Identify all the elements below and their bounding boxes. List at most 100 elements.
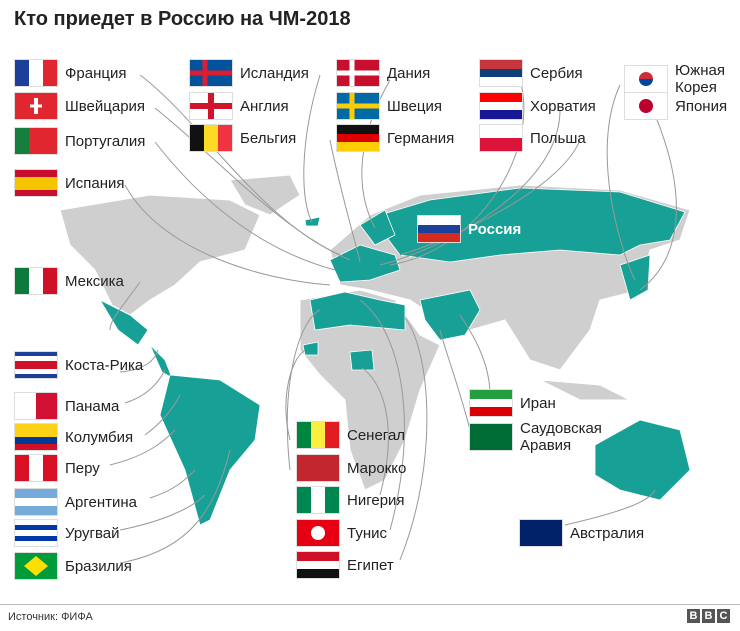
- team-label: Панама: [65, 397, 120, 415]
- team-label: Колумбия: [65, 428, 134, 446]
- team-item: Перу: [15, 455, 100, 481]
- europe-teams: [329, 244, 401, 283]
- flag-icon: [297, 455, 339, 481]
- leader-lines: [109, 74, 677, 564]
- senegal: [302, 341, 319, 356]
- flag-icon: [625, 66, 667, 92]
- flag-icon: [15, 352, 57, 378]
- team-item: Иран: [470, 390, 556, 416]
- flag-emblem-icon: [639, 99, 653, 113]
- indonesia: [539, 379, 631, 401]
- nordic-cross-icon: [337, 93, 379, 119]
- mexico: [98, 299, 149, 346]
- australia: [594, 419, 691, 501]
- team-item: Япония: [625, 93, 727, 119]
- team-item: Сенегал: [297, 422, 405, 448]
- team-label: Исландия: [240, 64, 309, 82]
- flag-icon: [15, 393, 57, 419]
- team-label: Дания: [387, 64, 431, 82]
- team-item: Саудовская Аравия: [470, 420, 610, 454]
- team-label: Франция: [65, 64, 127, 82]
- south-america: [159, 374, 261, 526]
- flag-icon: [15, 268, 57, 294]
- team-item: Уругвай: [15, 520, 120, 546]
- flag-icon: [470, 390, 512, 416]
- flag-icon: [15, 170, 57, 196]
- flag-icon: [480, 93, 522, 119]
- team-label: Хорватия: [530, 97, 596, 115]
- nordic-cross-icon: [337, 60, 379, 86]
- team-label: Марокко: [347, 459, 407, 477]
- flag-icon: [337, 125, 379, 151]
- team-label: Япония: [675, 97, 728, 115]
- team-item: Хорватия: [480, 93, 596, 119]
- north-africa: [309, 291, 406, 331]
- team-label: Сенегал: [347, 426, 406, 444]
- flag-emblem-icon: [311, 526, 325, 540]
- team-label: Германия: [387, 129, 455, 147]
- team-label: Англия: [240, 97, 289, 115]
- flag-icon: [297, 487, 339, 513]
- team-item: Сербия: [480, 60, 583, 86]
- flag-icon: [625, 93, 667, 119]
- team-label: Испания: [65, 174, 125, 192]
- host-russia: Россия: [418, 216, 521, 242]
- flag-icon: [337, 93, 379, 119]
- team-item: Португалия: [15, 128, 145, 154]
- flag-icon: [15, 93, 57, 119]
- team-item: Швеция: [337, 93, 442, 119]
- team-item: Бельгия: [190, 125, 296, 151]
- team-item: Коста-Рика: [15, 352, 143, 378]
- team-item: Исландия: [190, 60, 309, 86]
- central-america: [149, 344, 173, 379]
- team-label: Южная Корея: [675, 62, 725, 96]
- team-item: Нигерия: [297, 487, 405, 513]
- team-label: Польша: [530, 129, 586, 147]
- flag-icon: [297, 520, 339, 546]
- team-label: Коста-Рика: [65, 356, 144, 374]
- team-item: Египет: [297, 552, 394, 578]
- team-label: Сербия: [530, 64, 583, 82]
- flag-icon: [15, 520, 57, 546]
- iceland: [304, 216, 321, 227]
- footer-divider: [0, 604, 740, 605]
- flag-icon: [15, 128, 57, 154]
- team-item: Южная Корея: [625, 62, 740, 96]
- team-label: Саудовская Аравия: [520, 420, 602, 454]
- team-item: Испания: [15, 170, 125, 196]
- flag-emblem-icon: [639, 72, 653, 86]
- cross-icon: [30, 98, 42, 114]
- bbc-logo-letter: B: [702, 609, 715, 623]
- flag-icon: [15, 424, 57, 450]
- north-america: [59, 194, 261, 316]
- team-label: Бельгия: [240, 129, 297, 147]
- flag-icon: [190, 125, 232, 151]
- team-label: Нигерия: [347, 491, 405, 509]
- team-item: Дания: [337, 60, 430, 86]
- team-item: Аргентина: [15, 489, 137, 515]
- flag-icon: [15, 60, 57, 86]
- cross-icon: [190, 93, 232, 119]
- team-item: Австралия: [520, 520, 644, 546]
- nordic-cross-icon: [190, 60, 232, 86]
- team-item: Тунис: [297, 520, 387, 546]
- flag-icon: [480, 60, 522, 86]
- team-label: Португалия: [65, 132, 146, 150]
- team-label: Египет: [347, 556, 394, 574]
- middle-east: [419, 289, 481, 341]
- scandinavia: [359, 209, 396, 246]
- page-title: Кто приедет в Россию на ЧМ-2018: [14, 8, 351, 30]
- team-label: Мексика: [65, 272, 124, 290]
- team-label: Швейцария: [65, 97, 146, 115]
- flag-icon: [15, 489, 57, 515]
- source-text: Источник: ФИФА: [8, 611, 93, 623]
- team-label: Австралия: [570, 524, 645, 542]
- team-item: Мексика: [15, 268, 124, 294]
- diamond-icon: [24, 556, 48, 576]
- team-label: Уругвай: [65, 524, 120, 542]
- bbc-logo-letter: C: [717, 609, 730, 623]
- bbc-logo-letter: B: [687, 609, 700, 623]
- team-label: Иран: [520, 394, 556, 412]
